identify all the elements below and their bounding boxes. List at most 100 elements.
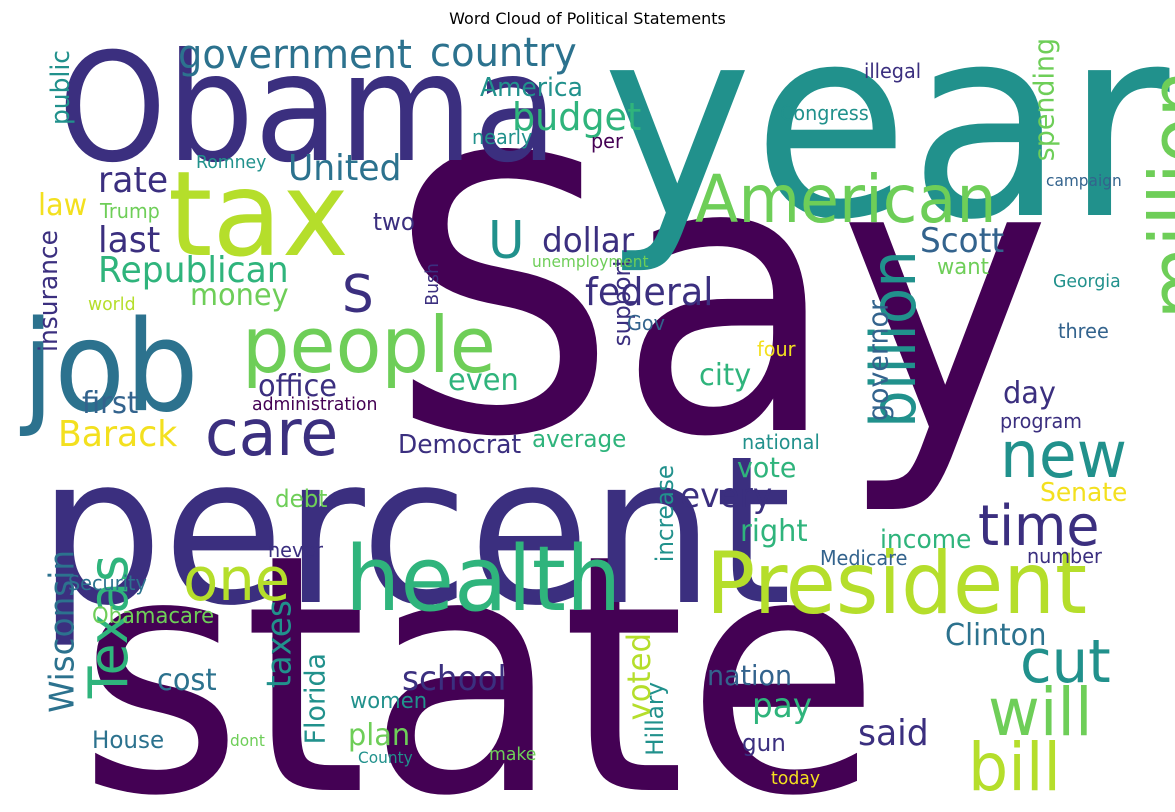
word-administration: administration bbox=[252, 395, 377, 415]
word-gun: gun bbox=[742, 729, 786, 758]
word-time: time bbox=[978, 493, 1099, 558]
word-one: one bbox=[183, 544, 290, 614]
word-plan: plan bbox=[348, 717, 410, 752]
word-billion: billion bbox=[859, 250, 930, 428]
word-country: country bbox=[430, 30, 577, 76]
word-million: million bbox=[1134, 70, 1175, 319]
word-texas: Texas bbox=[78, 555, 140, 699]
word-increase: increase bbox=[651, 465, 680, 562]
word-illegal: illegal bbox=[864, 60, 921, 83]
word-federal: federal bbox=[585, 269, 713, 314]
chart-title: Word Cloud of Political Statements bbox=[449, 9, 726, 28]
word-day: day bbox=[1003, 375, 1056, 410]
word-average: average bbox=[532, 425, 626, 454]
word-nearly: nearly bbox=[472, 126, 533, 149]
word-year: year bbox=[602, 0, 1172, 278]
word-never: never bbox=[268, 539, 324, 562]
word-security: Security bbox=[68, 572, 147, 595]
word-health: health bbox=[345, 527, 621, 632]
word-will: will bbox=[988, 675, 1093, 752]
word-care: care bbox=[205, 396, 338, 470]
word-republican: Republican bbox=[98, 249, 289, 291]
word-u: U bbox=[488, 211, 525, 271]
word-florida: Florida bbox=[300, 653, 332, 744]
word-law: law bbox=[38, 187, 87, 222]
word-money: money bbox=[190, 277, 289, 312]
word-clinton: Clinton bbox=[945, 617, 1046, 652]
word-county: County bbox=[358, 748, 413, 767]
word-georgia: Georgia bbox=[1053, 272, 1121, 292]
word-school: school bbox=[402, 658, 507, 698]
word-people: people bbox=[242, 301, 496, 392]
word-spending: spending bbox=[1029, 38, 1061, 161]
word-gov: Gov bbox=[627, 312, 665, 335]
word-senate: Senate bbox=[1040, 478, 1127, 509]
word-dollar: dollar bbox=[542, 220, 635, 260]
word-house: House bbox=[92, 726, 164, 755]
word-program: program bbox=[1000, 410, 1082, 433]
word-women: women bbox=[350, 689, 427, 715]
word-bush: Bush bbox=[423, 263, 443, 306]
word-scott: Scott bbox=[920, 220, 1004, 260]
word-hillary: Hillary bbox=[641, 682, 670, 756]
word-right: right bbox=[740, 513, 808, 548]
word-support: support bbox=[608, 258, 637, 346]
word-america: America bbox=[480, 73, 583, 104]
word-four: four bbox=[757, 338, 796, 361]
word-united: United bbox=[288, 147, 401, 189]
word-percent: percent bbox=[38, 412, 792, 651]
word-city: city bbox=[699, 357, 751, 392]
word-voted: voted bbox=[621, 633, 658, 720]
word-nation: nation bbox=[707, 661, 792, 693]
word-romney: Romney bbox=[196, 153, 266, 173]
word-office: office bbox=[258, 368, 337, 403]
word-every: every bbox=[680, 475, 772, 515]
word-budget: budget bbox=[512, 94, 641, 139]
word-first: first bbox=[82, 385, 138, 420]
word-pay: pay bbox=[752, 685, 812, 725]
word-say: Say bbox=[388, 78, 1052, 520]
word-trump: Trump bbox=[99, 200, 160, 223]
word-taxes: taxes bbox=[259, 600, 299, 688]
word-wisconsin: Wisconsin bbox=[42, 550, 82, 713]
word-s: S bbox=[342, 265, 374, 325]
word-two: two bbox=[373, 208, 415, 237]
word-rate: rate bbox=[98, 159, 168, 201]
word-want: want bbox=[937, 255, 989, 281]
word-american: American bbox=[695, 162, 996, 239]
word-vote: vote bbox=[737, 453, 796, 485]
word-cut: cut bbox=[1020, 626, 1111, 696]
word-income: income bbox=[880, 525, 971, 556]
word-last: last bbox=[98, 219, 160, 261]
word-new: new bbox=[1000, 418, 1127, 492]
word-campaign: campaign bbox=[1046, 171, 1122, 190]
word-state: state bbox=[78, 485, 881, 812]
word-said: said bbox=[858, 712, 929, 754]
word-governor: governor bbox=[863, 299, 895, 421]
word-public: public bbox=[45, 50, 76, 125]
word-cost: cost bbox=[157, 662, 217, 697]
word-national: national bbox=[742, 431, 820, 454]
word-world: world bbox=[88, 295, 136, 315]
word-three: three bbox=[1058, 320, 1109, 343]
word-obamacare: Obamacare bbox=[92, 604, 214, 630]
word-government: government bbox=[178, 32, 412, 78]
word-tax: tax bbox=[168, 147, 349, 284]
word-dont: dont bbox=[230, 731, 265, 750]
word-today: today bbox=[771, 769, 820, 789]
word-bill: bill bbox=[968, 730, 1061, 807]
word-obama: Obama bbox=[58, 21, 558, 196]
word-insurance: insurance bbox=[33, 230, 64, 352]
word-even: even bbox=[448, 362, 519, 397]
word-medicare: Medicare bbox=[820, 547, 907, 570]
word-number: number bbox=[1027, 545, 1103, 568]
word-debt: debt bbox=[275, 485, 327, 514]
word-congress: Congress bbox=[780, 102, 869, 125]
word-democrat: Democrat bbox=[398, 430, 521, 461]
word-per: per bbox=[591, 130, 624, 153]
word-president: President bbox=[706, 533, 1087, 633]
word-unemployment: unemployment bbox=[532, 252, 648, 271]
word-make: make bbox=[489, 745, 536, 765]
